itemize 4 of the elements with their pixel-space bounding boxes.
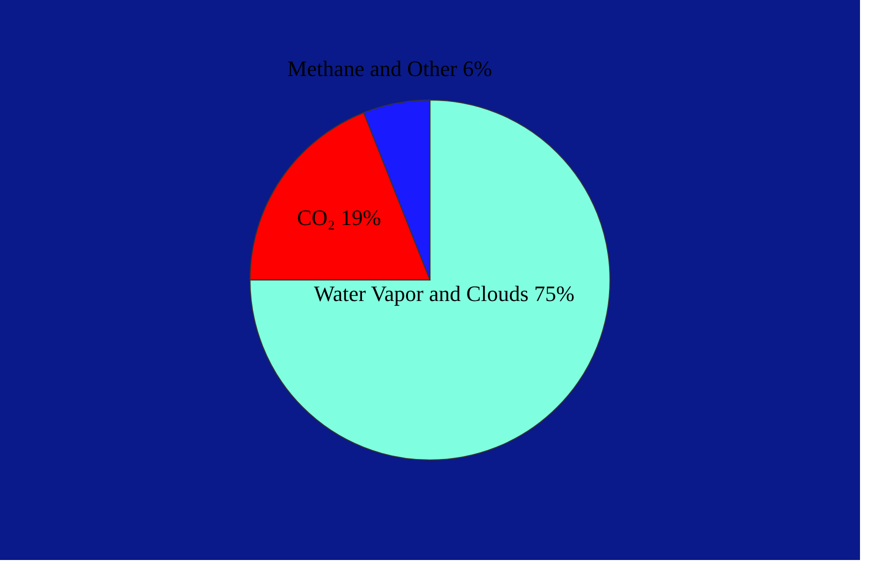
slice-label: CO₂ 19% <box>296 205 382 230</box>
slice-label: Water Vapor and Clouds 75% <box>314 281 574 306</box>
pie-slice <box>250 100 610 460</box>
slice-label: Methane and Other 6% <box>287 56 492 81</box>
